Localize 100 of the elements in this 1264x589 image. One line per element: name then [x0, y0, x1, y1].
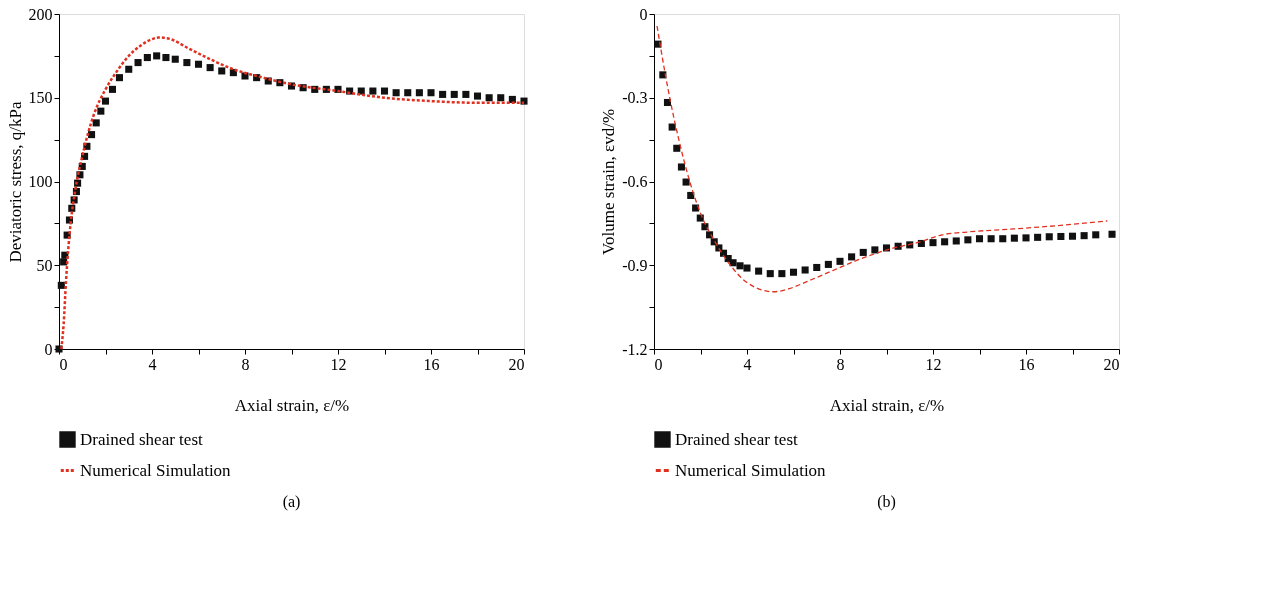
- point: [206, 64, 214, 72]
- point: [1108, 230, 1116, 238]
- point: [871, 246, 879, 254]
- point: [1045, 233, 1053, 241]
- y-tick-label: -0.3: [622, 89, 648, 107]
- point: [1010, 234, 1018, 242]
- point: [380, 87, 389, 95]
- point: [88, 131, 96, 139]
- point: [941, 238, 949, 246]
- point: [743, 264, 751, 272]
- x-tick-label: 4: [148, 355, 157, 373]
- point: [824, 260, 832, 268]
- x-tick-label: 20: [508, 355, 525, 373]
- point: [789, 268, 798, 276]
- x-tick-label: 16: [1018, 355, 1035, 373]
- point: [1034, 233, 1042, 241]
- legend-label: Numerical Simulation: [675, 460, 827, 480]
- point: [673, 144, 681, 152]
- point: [92, 119, 100, 127]
- point: [999, 235, 1007, 243]
- point: [1092, 231, 1100, 239]
- point: [134, 59, 142, 67]
- point: [813, 263, 821, 272]
- point: [97, 107, 105, 115]
- point: [450, 90, 458, 98]
- point: [801, 266, 809, 274]
- x-tick-label: 12: [925, 355, 942, 373]
- point: [964, 236, 972, 244]
- point: [663, 98, 672, 107]
- point: [668, 123, 676, 131]
- y-tick-label: 150: [28, 89, 53, 107]
- legend-label: Drained shear test: [675, 429, 798, 449]
- x-tick-label: 12: [330, 355, 347, 373]
- point: [404, 89, 412, 97]
- point: [415, 89, 423, 97]
- x-tick-label: 8: [241, 355, 250, 373]
- x-axis-title: Axial strain, ε/%: [829, 395, 945, 415]
- point: [692, 204, 700, 212]
- x-tick-label: 20: [1103, 355, 1120, 373]
- point: [369, 87, 377, 95]
- x-tick-label: 4: [743, 355, 752, 373]
- point: [194, 60, 203, 68]
- y-tick-label: -1.2: [622, 340, 648, 358]
- point: [462, 90, 470, 98]
- y-tick-label: 0: [44, 340, 53, 358]
- point: [427, 89, 435, 97]
- point: [929, 239, 937, 247]
- point: [1022, 234, 1030, 242]
- point: [171, 55, 179, 63]
- y-axis-title: Deviatoric stress, q/kPa: [5, 101, 25, 263]
- y-axis-title: Volume strain, εvd/%: [599, 108, 619, 256]
- point: [1068, 232, 1077, 240]
- point: [497, 94, 505, 102]
- text: (b): [877, 493, 896, 511]
- x-tick-label: 0: [59, 355, 68, 373]
- y-tick-label: 100: [28, 173, 53, 190]
- text: (a): [282, 493, 301, 511]
- point: [162, 54, 170, 62]
- point: [766, 270, 774, 278]
- point: [1057, 232, 1065, 241]
- point: [859, 248, 867, 256]
- point: [682, 178, 690, 186]
- point: [836, 257, 844, 265]
- point: [485, 94, 493, 102]
- point: [677, 163, 685, 171]
- legend-label: Drained shear test: [80, 429, 203, 449]
- x-axis-title: Axial strain, ε/%: [234, 395, 350, 415]
- point: [183, 59, 191, 67]
- y-tick-label: 200: [28, 5, 53, 23]
- point: [392, 89, 400, 97]
- point: [473, 92, 482, 100]
- y-tick-label: 50: [36, 256, 53, 274]
- point: [520, 97, 528, 105]
- point: [143, 54, 151, 62]
- x-tick-label: 16: [423, 355, 440, 373]
- point: [848, 253, 856, 261]
- y-tick-label: -0.9: [622, 256, 648, 274]
- x-tick-label: 8: [836, 355, 845, 373]
- point: [736, 262, 744, 270]
- y-tick-label: 0: [639, 5, 648, 23]
- point: [125, 65, 133, 73]
- point: [439, 90, 447, 98]
- point: [57, 281, 65, 289]
- point: [1080, 232, 1088, 240]
- point: [778, 270, 786, 278]
- point: [508, 95, 516, 103]
- point: [975, 235, 984, 243]
- point: [101, 97, 110, 105]
- y-tick-label: -0.6: [622, 173, 648, 190]
- point: [987, 235, 995, 243]
- point: [894, 242, 902, 250]
- point: [755, 267, 763, 275]
- legend-label: Numerical Simulation: [80, 460, 232, 480]
- point: [115, 74, 123, 82]
- x-tick-label: 0: [654, 355, 663, 373]
- point: [108, 85, 117, 93]
- point: [952, 237, 960, 245]
- point: [153, 52, 161, 60]
- line-series: [656, 25, 1109, 293]
- point: [218, 67, 226, 75]
